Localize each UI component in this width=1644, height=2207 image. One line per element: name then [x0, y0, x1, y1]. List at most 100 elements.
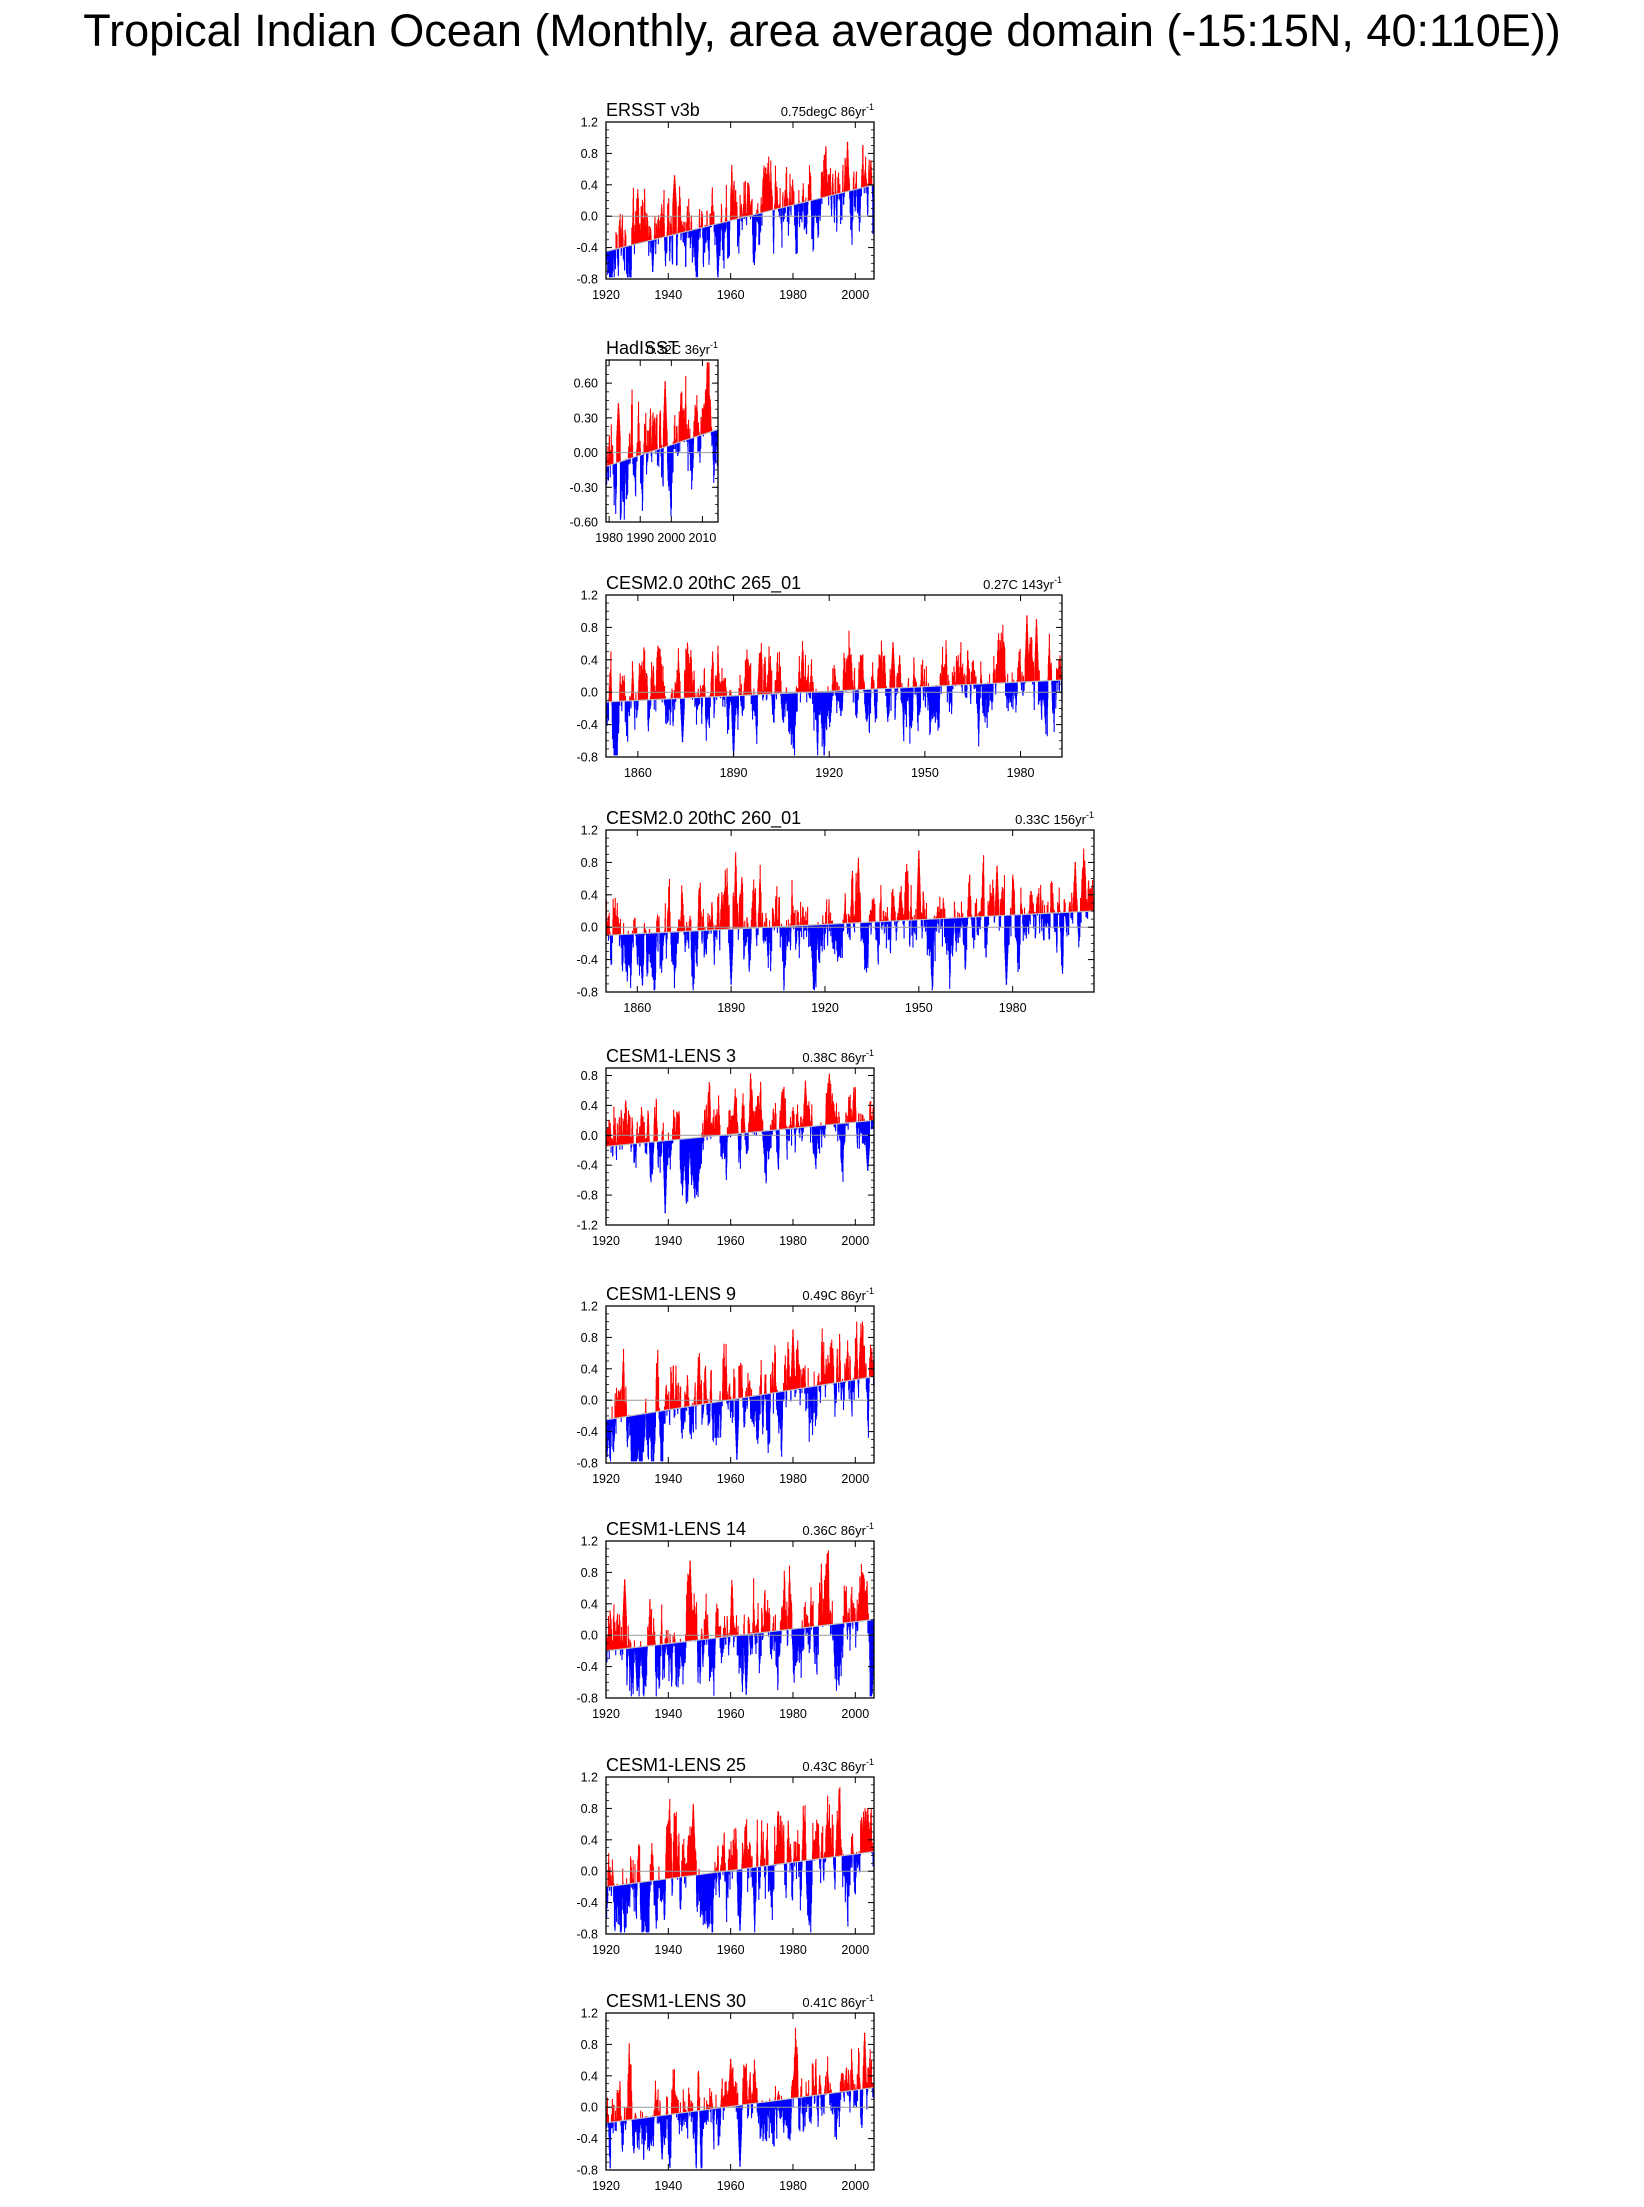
- trend-line: [605, 2086, 875, 2124]
- chart-panel: 1.2 0.8 0.4 0.0 -0.4 -0.8 1860 1890 1920 1950 1980…: [576, 808, 1095, 1015]
- plot-frame: [605, 359, 719, 523]
- y-tick-label: 0.0: [581, 210, 598, 224]
- y-tick-label: 0.0: [581, 1865, 598, 1879]
- y-tick-label: -0.60: [570, 516, 599, 530]
- x-tick-label: 2000: [841, 288, 869, 302]
- trend-line: [605, 1618, 875, 1652]
- y-tick-label: 0.0: [581, 686, 598, 700]
- x-tick-label: 1920: [592, 1943, 620, 1957]
- chart-title: CESM1-LENS 25: [606, 1755, 746, 1775]
- y-tick-label: 0.4: [581, 1099, 598, 1113]
- x-tick-label: 1860: [623, 1001, 651, 1015]
- x-tick-label: 1940: [654, 1234, 682, 1248]
- x-tick-label: 1940: [654, 2179, 682, 2193]
- x-tick-label: 2000: [841, 1472, 869, 1486]
- y-tick-label: -0.8: [576, 2164, 598, 2178]
- trend-value: 0.43C 86yr: [802, 1759, 866, 1774]
- trend-exponent: -1: [1086, 810, 1094, 820]
- y-tick-label: 0.8: [581, 1802, 598, 1816]
- x-tick-label: 1940: [654, 1943, 682, 1957]
- x-tick-label: 1980: [779, 1472, 807, 1486]
- trend-exponent: -1: [866, 1048, 874, 1058]
- y-tick-label: 0.8: [581, 1331, 598, 1345]
- y-tick-label: 0.8: [581, 2038, 598, 2052]
- y-tick-label: 1.2: [581, 116, 598, 130]
- y-tick-label: -0.30: [570, 481, 599, 495]
- y-tick-label: 0.4: [581, 1597, 598, 1611]
- x-tick-label: 1860: [624, 766, 652, 780]
- y-tick-label: -0.8: [576, 1457, 598, 1471]
- x-tick-label: 1920: [815, 766, 843, 780]
- y-tick-label: 1.2: [581, 824, 598, 838]
- y-tick-label: -0.4: [576, 718, 598, 732]
- trend-label: 0.75degC 86yr-1: [781, 102, 874, 119]
- trend-line: [605, 910, 1095, 936]
- trend-value: 0.33C 156yr: [1015, 812, 1086, 827]
- trend-exponent: -1: [866, 1757, 874, 1767]
- trend-label: 0.38C 86yr-1: [802, 1048, 874, 1065]
- y-tick-label: -0.4: [576, 1159, 598, 1173]
- x-tick-label: 1980: [595, 531, 623, 545]
- x-tick-label: 1920: [592, 288, 620, 302]
- y-tick-label: -0.4: [576, 1896, 598, 1910]
- x-tick-label: 1980: [779, 1234, 807, 1248]
- trend-line: [605, 1850, 875, 1888]
- x-tick-label: 2000: [841, 1943, 869, 1957]
- x-tick-label: 1920: [592, 1707, 620, 1721]
- trend-label: 0.33C 156yr-1: [1015, 810, 1094, 827]
- trend-exponent: -1: [866, 1521, 874, 1531]
- x-tick-label: 2000: [841, 1234, 869, 1248]
- x-tick-label: 1980: [779, 1943, 807, 1957]
- y-tick-label: 0.0: [581, 1629, 598, 1643]
- trend-exponent: -1: [710, 340, 718, 350]
- trend-exponent: -1: [866, 102, 874, 112]
- trend-exponent: -1: [866, 1993, 874, 2003]
- x-tick-label: 2000: [841, 1707, 869, 1721]
- x-tick-label: 1890: [720, 766, 748, 780]
- trend-exponent: -1: [866, 1286, 874, 1296]
- x-tick-label: 1920: [811, 1001, 839, 1015]
- x-tick-label: 1960: [717, 288, 745, 302]
- y-tick-label: -0.8: [576, 1692, 598, 1706]
- trend-label: 0.36C 86yr-1: [802, 1521, 874, 1538]
- trend-label: 0.43C 86yr-1: [802, 1757, 874, 1774]
- x-tick-label: 1940: [654, 1472, 682, 1486]
- y-tick-label: 0.8: [581, 621, 598, 635]
- chart-title: CESM1-LENS 9: [606, 1284, 736, 1304]
- trend-value: 0.49C 86yr: [802, 1288, 866, 1303]
- x-tick-label: 1920: [592, 2179, 620, 2193]
- x-tick-label: 2000: [657, 531, 685, 545]
- y-tick-label: -0.8: [576, 1189, 598, 1203]
- x-tick-label: 1920: [592, 1472, 620, 1486]
- x-tick-label: 1980: [779, 288, 807, 302]
- x-tick-label: 1960: [717, 1707, 745, 1721]
- y-tick-label: 0.0: [581, 921, 598, 935]
- trend-line: [605, 184, 875, 253]
- x-tick-label: 1980: [779, 1707, 807, 1721]
- x-tick-label: 2010: [689, 531, 717, 545]
- y-tick-label: 0.60: [574, 377, 598, 391]
- trend-value: 0.27C 143yr: [983, 577, 1054, 592]
- trend-label: 0.32C 36yr-1: [646, 340, 718, 357]
- trend-label: 0.41C 86yr-1: [802, 1993, 874, 2010]
- negative-anomaly-bars: [606, 429, 719, 520]
- x-tick-label: 1920: [592, 1234, 620, 1248]
- trend-label: 0.49C 86yr-1: [802, 1286, 874, 1303]
- y-tick-label: 0.4: [581, 653, 598, 667]
- y-tick-label: 0.8: [581, 856, 598, 870]
- y-tick-label: 0.4: [581, 888, 598, 902]
- y-tick-label: 1.2: [581, 1771, 598, 1785]
- chart-panel: 1.2 0.8 0.4 0.0 -0.4 -0.8 1860 1890 1920 1950 1980…: [576, 573, 1063, 780]
- x-tick-label: 1980: [1007, 766, 1035, 780]
- y-tick-label: 1.2: [581, 2007, 598, 2021]
- chart-title: CESM1-LENS 30: [606, 1991, 746, 2011]
- y-tick-label: 1.2: [581, 1300, 598, 1314]
- x-tick-label: 1990: [626, 531, 654, 545]
- y-tick-label: -0.8: [576, 1928, 598, 1942]
